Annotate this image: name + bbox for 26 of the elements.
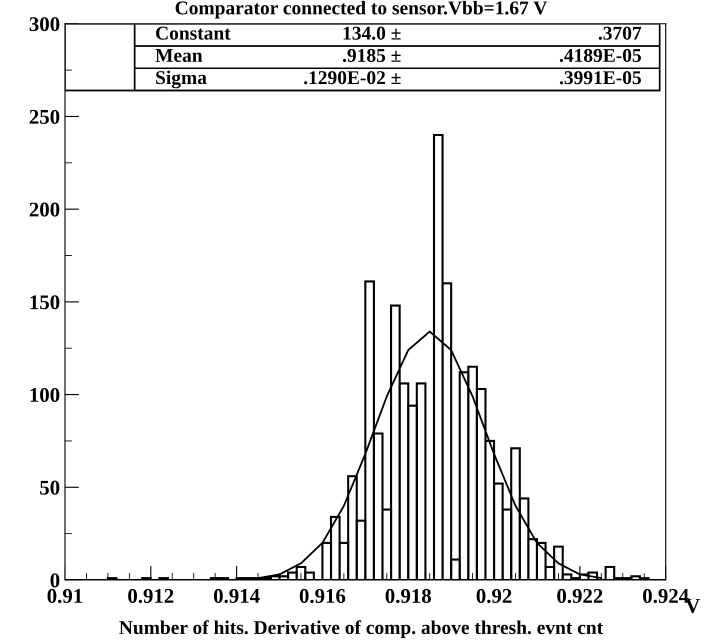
- annotation: 134.0 ±: [344, 26, 401, 40]
- x-tick-label: 0.914: [214, 588, 260, 604]
- annotation: Sigma: [156, 70, 207, 88]
- annotation: .3991E-05: [560, 71, 641, 84]
- x-tick-label: 0.92: [476, 588, 512, 604]
- x-tick-label: 0.916: [300, 588, 346, 604]
- annotation: .1290E-02 ±: [304, 71, 401, 84]
- y-tick-label: 50: [40, 480, 60, 495]
- x-tick-label: 0.918: [386, 588, 431, 604]
- annotation: Mean: [155, 49, 202, 62]
- y-tick-label: 200: [30, 202, 60, 217]
- annotation: Constant: [156, 26, 231, 40]
- x-tick-label: 0.912: [128, 588, 174, 604]
- annotation: .3707: [598, 26, 642, 40]
- y-tick-label: 300: [30, 17, 60, 32]
- y-tick-label: 250: [30, 110, 60, 124]
- text: Number of hits. Derivative of comp. above thresh. evnt cnt: [119, 620, 604, 638]
- y-tick-label: 100: [30, 388, 60, 402]
- annotation: .9185 ±: [342, 48, 401, 62]
- x-tick-label: 0.922: [557, 588, 602, 604]
- annotation: .4189E-05: [560, 48, 641, 62]
- x-tick-label: 0.91: [48, 588, 82, 604]
- y-tick-label: 0: [50, 573, 60, 588]
- x-tick-label: 0.924: [643, 588, 689, 604]
- chart-title: Comparator connected to sensor.Vbb=1.67 V: [176, 0, 548, 18]
- y-tick-label: 150: [30, 295, 60, 310]
